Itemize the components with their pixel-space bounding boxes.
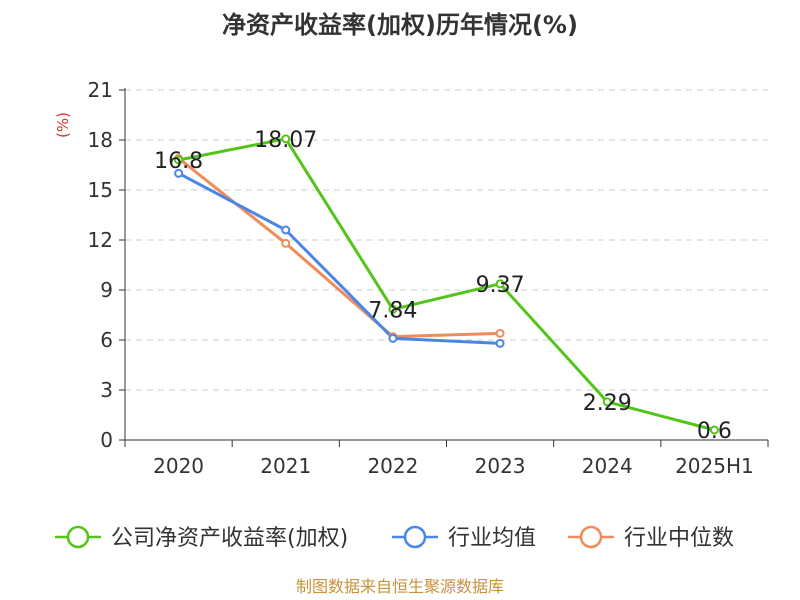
data-point xyxy=(174,155,184,165)
y-tick-label: 15 xyxy=(88,178,113,202)
x-tick-label: 2025H1 xyxy=(675,454,754,478)
data-label: 0.6 xyxy=(697,419,732,444)
y-tick-label: 12 xyxy=(88,228,113,252)
data-point xyxy=(174,168,184,178)
legend-label: 行业中位数 xyxy=(624,526,734,551)
data-label: 18.07 xyxy=(254,128,317,153)
data-point xyxy=(495,279,505,289)
x-tick-label: 2021 xyxy=(260,454,311,478)
legend: 公司净资产收益率(加权) 行业均值 行业中位数 xyxy=(55,525,734,551)
y-tick-label: 9 xyxy=(100,278,113,302)
chart-title: 净资产收益率(加权)历年情况(%) xyxy=(222,11,578,39)
series-line xyxy=(177,172,501,345)
data-point xyxy=(281,134,291,144)
legend-label: 行业均值 xyxy=(448,526,536,551)
data-label: 7.84 xyxy=(368,298,417,323)
data-label: 2.29 xyxy=(583,391,632,416)
data-point xyxy=(281,238,291,248)
data-point xyxy=(388,333,398,343)
data-label: 16.8 xyxy=(154,149,203,174)
data-labels: 16.8 18.07 7.84 9.37 2.29 0.6 xyxy=(154,128,732,444)
legend-marker xyxy=(403,525,427,549)
legend-label: 公司净资产收益率(加权) xyxy=(111,526,348,551)
x-tick-label: 2020 xyxy=(153,454,204,478)
legend-marker xyxy=(66,525,90,549)
series-line xyxy=(178,137,715,432)
x-tick-label: 2024 xyxy=(582,454,633,478)
y-tick-label: 18 xyxy=(88,128,113,152)
legend-marker xyxy=(579,525,603,549)
data-point xyxy=(495,328,505,338)
x-tick-label: 2023 xyxy=(475,454,526,478)
series-line xyxy=(177,157,501,339)
data-point xyxy=(281,225,291,235)
y-tick-label: 0 xyxy=(100,428,113,452)
data-point xyxy=(709,425,719,435)
grid-lines xyxy=(125,89,768,391)
y-unit-label: (%) xyxy=(54,112,72,138)
data-label: 9.37 xyxy=(476,273,525,298)
series-points xyxy=(174,134,719,435)
y-tick-label: 3 xyxy=(100,378,113,402)
source-note: 制图数据来自恒生聚源数据库 xyxy=(296,577,504,596)
series-lines xyxy=(177,137,715,432)
data-point xyxy=(388,304,398,314)
axes: 0 3 6 9 12 15 18 21 2020 2021 2022 2023 2024 2025H1 xyxy=(88,78,769,478)
x-tick-label: 2022 xyxy=(367,454,418,478)
y-tick-label: 21 xyxy=(88,78,113,102)
data-point xyxy=(602,397,612,407)
data-point xyxy=(495,338,505,348)
y-tick-label: 6 xyxy=(100,328,113,352)
